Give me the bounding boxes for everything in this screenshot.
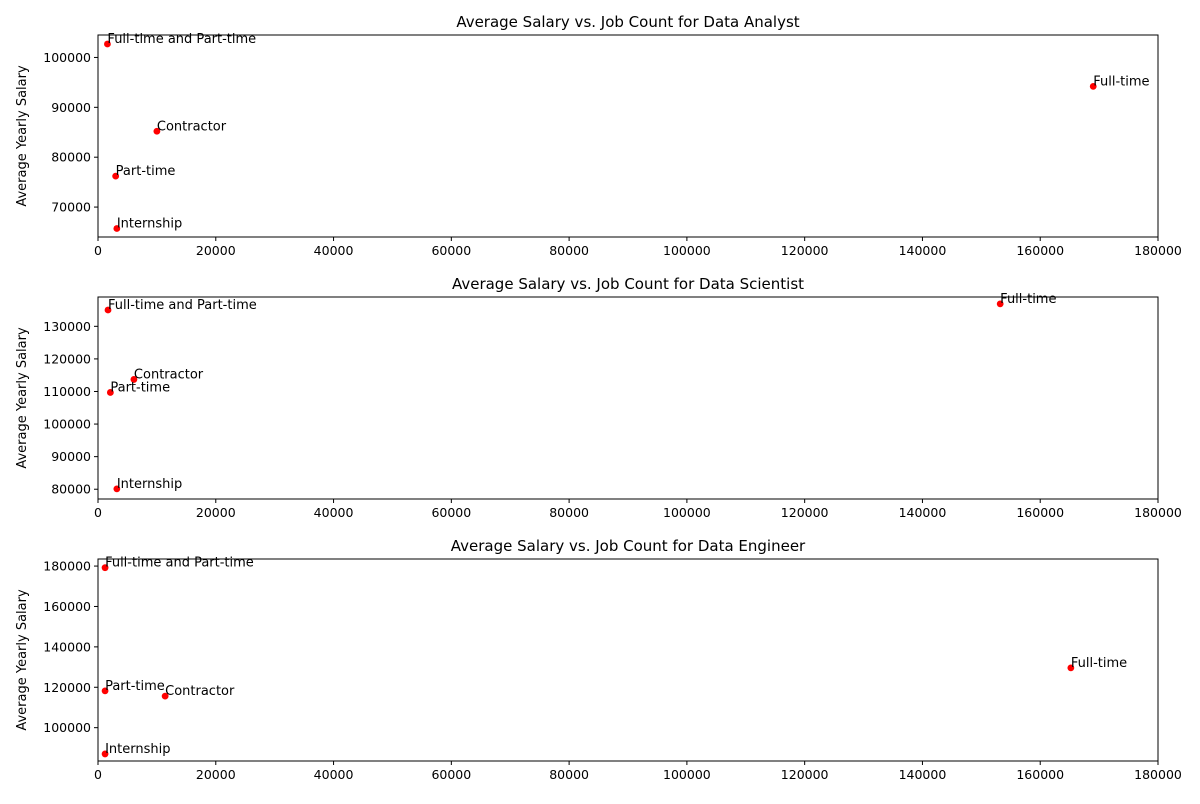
chart-title: Average Salary vs. Job Count for Data En… [451,537,806,555]
x-tick-label: 0 [94,767,102,782]
y-axis-label: Average Yearly Salary [15,589,30,731]
x-tick-label: 80000 [549,243,589,258]
x-tick-label: 180000 [1134,505,1182,520]
axes-frame [97,34,1159,238]
x-tick-label: 60000 [431,243,471,258]
point-annotation: Full-time [1071,656,1127,671]
x-tick-label: 180000 [1134,243,1182,258]
x-tick-label: 60000 [431,767,471,782]
point-annotation: Full-time and Part-time [108,298,257,313]
point-annotation: Part-time [116,164,176,179]
data-point [113,225,121,232]
y-tick-label: 180000 [43,559,91,574]
data-point [106,389,114,396]
data-point [101,687,109,695]
data-point [130,376,138,383]
axes-frame [97,558,1159,762]
point-annotation: Internship [117,477,182,492]
subplot-1: Average Salary vs. Job Count for Data An… [15,13,1182,258]
point-annotation: Internship [117,217,182,232]
y-tick-label: 90000 [51,449,91,464]
point-annotation: Full-time and Part-time [105,556,254,571]
data-point [101,564,109,572]
point-annotation: Contractor [165,684,235,699]
point-annotation: Part-time [110,380,170,395]
x-tick-label: 160000 [1016,505,1064,520]
y-tick-label: 80000 [51,482,91,497]
x-tick-label: 140000 [899,767,947,782]
y-tick-label: 70000 [51,200,91,215]
x-tick-label: 100000 [663,243,711,258]
data-point [113,485,121,493]
chart-title: Average Salary vs. Job Count for Data An… [456,13,799,31]
data-point [1067,664,1075,672]
data-point [1089,82,1097,90]
y-axis-label: Average Yearly Salary [15,65,30,207]
y-axis-label: Average Yearly Salary [15,327,30,469]
data-point [104,306,112,314]
data-point [112,172,120,180]
y-tick-label: 100000 [43,50,91,65]
data-point [101,750,109,758]
y-tick-label: 120000 [43,351,91,366]
point-annotation: Full-time and Part-time [107,32,256,47]
x-tick-label: 40000 [314,505,354,520]
data-point [996,300,1004,308]
point-annotation: Internship [105,742,170,757]
x-tick-label: 60000 [431,505,471,520]
y-tick-label: 140000 [43,639,91,654]
x-tick-label: 140000 [899,243,947,258]
x-tick-label: 120000 [781,505,829,520]
point-annotation: Full-time [1000,292,1056,307]
point-annotation: Contractor [134,367,204,382]
x-tick-label: 80000 [549,767,589,782]
data-point [104,40,111,48]
point-annotation: Part-time [105,679,165,694]
x-tick-label: 100000 [663,505,711,520]
subplot-3: Average Salary vs. Job Count for Data En… [15,537,1182,782]
x-tick-label: 40000 [314,243,354,258]
x-tick-label: 0 [94,505,102,520]
x-tick-label: 160000 [1016,243,1064,258]
x-tick-label: 160000 [1016,767,1064,782]
x-tick-label: 20000 [196,243,236,258]
y-tick-label: 100000 [43,417,91,432]
y-tick-label: 80000 [51,150,91,165]
x-tick-label: 0 [94,243,102,258]
x-tick-label: 20000 [196,505,236,520]
data-point [153,127,161,135]
point-annotation: Contractor [157,119,227,134]
y-tick-label: 90000 [51,100,91,115]
chart-title: Average Salary vs. Job Count for Data Sc… [452,275,804,293]
x-tick-label: 80000 [549,505,589,520]
x-tick-label: 40000 [314,767,354,782]
x-tick-label: 20000 [196,767,236,782]
data-point [161,692,169,700]
y-tick-label: 120000 [43,680,91,695]
x-tick-label: 100000 [663,767,711,782]
x-tick-label: 120000 [781,767,829,782]
subplot-2: Average Salary vs. Job Count for Data Sc… [15,275,1182,520]
x-tick-label: 140000 [899,505,947,520]
point-annotation: Full-time [1093,74,1149,89]
y-tick-label: 160000 [43,599,91,614]
x-tick-label: 120000 [781,243,829,258]
y-tick-label: 110000 [43,384,91,399]
x-tick-label: 180000 [1134,767,1182,782]
y-tick-label: 130000 [43,319,91,334]
y-tick-label: 100000 [43,720,91,735]
axes-frame [97,296,1159,500]
